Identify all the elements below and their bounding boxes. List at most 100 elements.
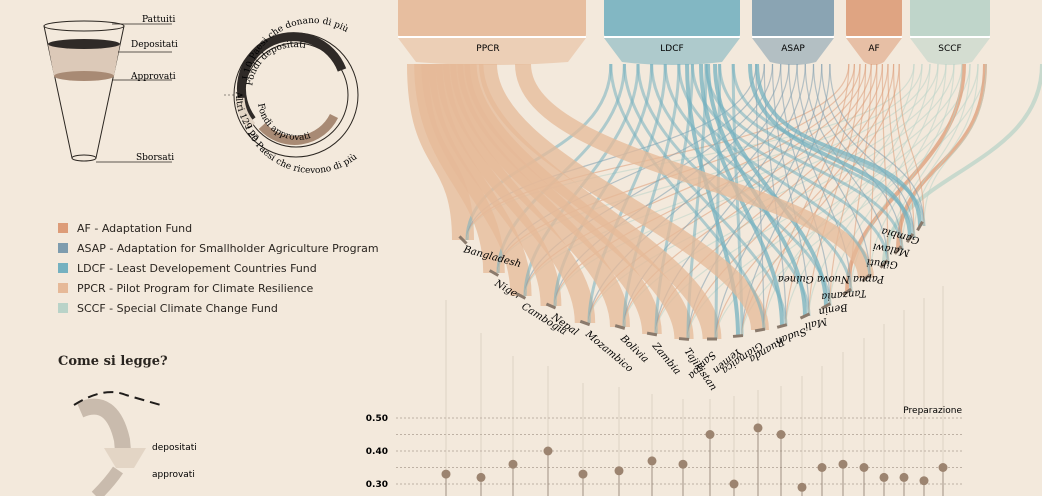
legend-label: PPCR - Pilot Program for Climate Resilie… [77,281,314,295]
y-tick-label: 0.50 [366,414,388,424]
funnel-label-pledged: Pattuiti [142,15,176,25]
flow-ribbon [893,63,915,239]
flow-ribbon [869,63,878,279]
fund-headers: PPCR LDCF ASAP AF SCCF [398,0,990,65]
lollipop-points [441,423,948,492]
funnel-disbursed-disc [71,154,97,162]
flow-ribbon [850,63,872,293]
funnel-label-approved: Approvati [130,72,176,82]
funnel-key: Pattuiti Depositati Approvati Sborsati [43,15,178,163]
flow-ribbon [829,63,867,307]
country-label: Tanzania [821,287,867,302]
flow-ribbon [479,63,769,331]
fund-flow-chart: PPCR LDCF ASAP AF SCCF 0.500.400.30 Banglade… [366,0,1042,496]
fund-header-band [752,0,834,38]
legend-swatch [58,283,68,293]
funnel-deposited-disc [48,39,120,49]
flow-ribbon [636,63,811,317]
country-tick [515,292,527,300]
country-label: Benin [818,301,850,317]
fund-header-band [398,0,586,38]
country-tick [458,235,468,245]
howto-deposited-label: depositati [152,443,197,453]
fund-label: LDCF [660,44,683,54]
flow-ribbon [901,63,971,251]
flow-ribbon [869,63,955,279]
howto-approved-label: approvati [152,470,195,480]
country-tick [732,334,744,338]
flow-ribbon [785,63,855,327]
howto-pledged-dashes [73,391,165,407]
howto-illustration: depositati approvati [73,391,197,496]
country-tick [545,302,557,310]
country-tick [488,269,500,277]
flow-ribbon [923,63,987,227]
country-tick [879,259,889,269]
fund-header-band [846,0,902,38]
lollipop-point [797,482,807,492]
legend-swatch [58,263,68,273]
lollipop-stems [445,286,944,496]
country-tick [799,312,811,320]
fund-flow-ribbons [407,63,1042,340]
flow-ribbon [622,63,681,328]
fund-header-base [604,38,740,65]
legend-item-asap: ASAP - Adaptation for Smallholder Agricu… [58,238,379,258]
flow-ribbon [788,63,852,293]
flow-ribbon [677,63,872,279]
y-tick-label: 0.30 [366,480,388,490]
country-tick [861,273,871,283]
funnel-label-disbursed: Sborsati [136,153,174,163]
y-axis-tick-labels: 0.50 0.40 0.30 [366,414,388,490]
country-tick [842,287,852,297]
y-axis-label: Preparazione [903,406,962,416]
fund-label: AF [868,44,879,54]
country-tick [614,324,626,330]
fund-header-band [604,0,740,38]
legend-swatch [58,223,68,233]
flow-ribbon [829,63,925,227]
legend-label: LDCF - Least Developement Countries Fund [77,261,317,275]
flow-ribbon [763,63,850,331]
country-tick [905,233,915,243]
flow-ribbon [704,63,904,251]
flow-ribbon [763,63,915,331]
country-tick [678,337,690,341]
country-tick [820,302,832,310]
legend-swatch [58,303,68,313]
fund-label: PPCR [476,44,499,54]
fund-header-base [398,38,586,65]
lollipop-point [543,446,553,456]
flow-ribbon [690,63,890,265]
country-label: Papua Nuova Guinea [778,273,885,284]
fund-label: SCCF [938,44,961,54]
funnel-approved-disc [54,71,114,81]
lollipop-point [859,463,869,472]
legend-label: AF - Adaptation Fund [77,221,193,235]
lollipop-point [705,430,715,439]
howto-funnel [104,448,146,468]
lollipop-point [899,472,909,482]
flow-ribbon [663,63,853,293]
flow-ribbon [808,63,931,317]
fund-legend: AF - Adaptation Fund ASAP - Adaptation f… [58,218,379,318]
flow-ribbon [785,63,923,327]
country-label: Zambia [649,340,682,377]
lollipop-point [838,459,848,469]
fund-header-band [910,0,990,38]
lollipop-point [476,472,486,482]
lollipop-point [938,463,948,472]
flow-ribbon [464,63,722,340]
country-label: Mali [803,315,829,332]
donut-approved-arc [258,113,339,145]
donut-inner-bottom-label: Fondi approvati [255,103,312,143]
flow-ribbon [821,63,915,239]
flow-ribbon [898,63,925,227]
flow-ribbon [887,63,903,251]
country-tick [916,220,924,232]
lollipop-point [879,472,889,482]
country-tick [579,319,591,327]
country-tick [754,327,766,333]
lollipop-point [614,466,624,476]
flow-ribbon [780,63,831,307]
